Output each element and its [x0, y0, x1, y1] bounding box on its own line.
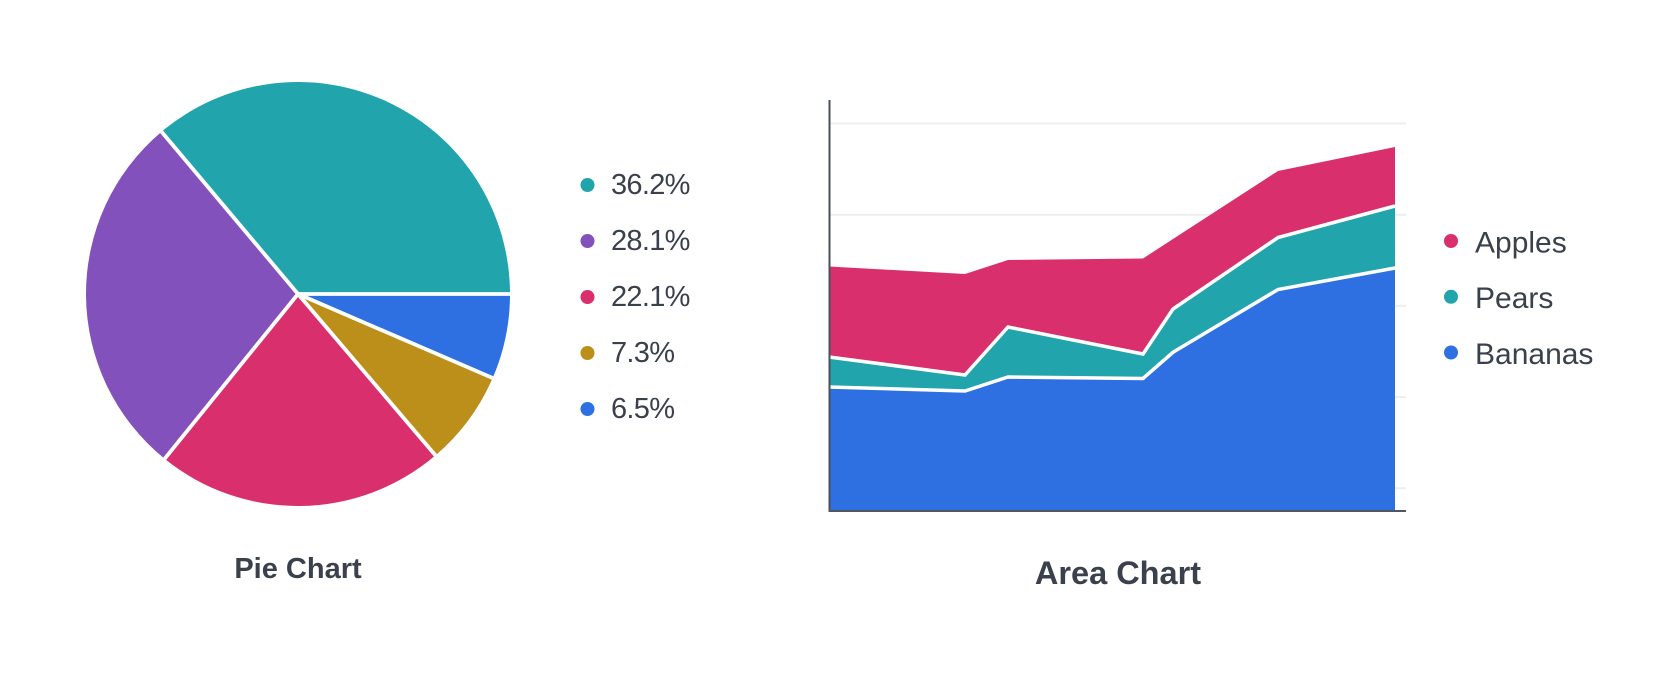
svg-text:6.5%: 6.5% [611, 393, 674, 425]
svg-text:Bananas: Bananas [1475, 338, 1593, 371]
svg-text:Apples: Apples [1475, 226, 1567, 259]
svg-text:36.2%: 36.2% [611, 169, 690, 201]
svg-text:28.1%: 28.1% [611, 225, 690, 257]
svg-text:Area Chart: Area Chart [1035, 555, 1201, 591]
svg-text:7.3%: 7.3% [611, 337, 674, 369]
svg-text:Pie Chart: Pie Chart [234, 553, 362, 585]
svg-text:Pears: Pears [1475, 282, 1553, 315]
svg-text:22.1%: 22.1% [611, 281, 690, 313]
